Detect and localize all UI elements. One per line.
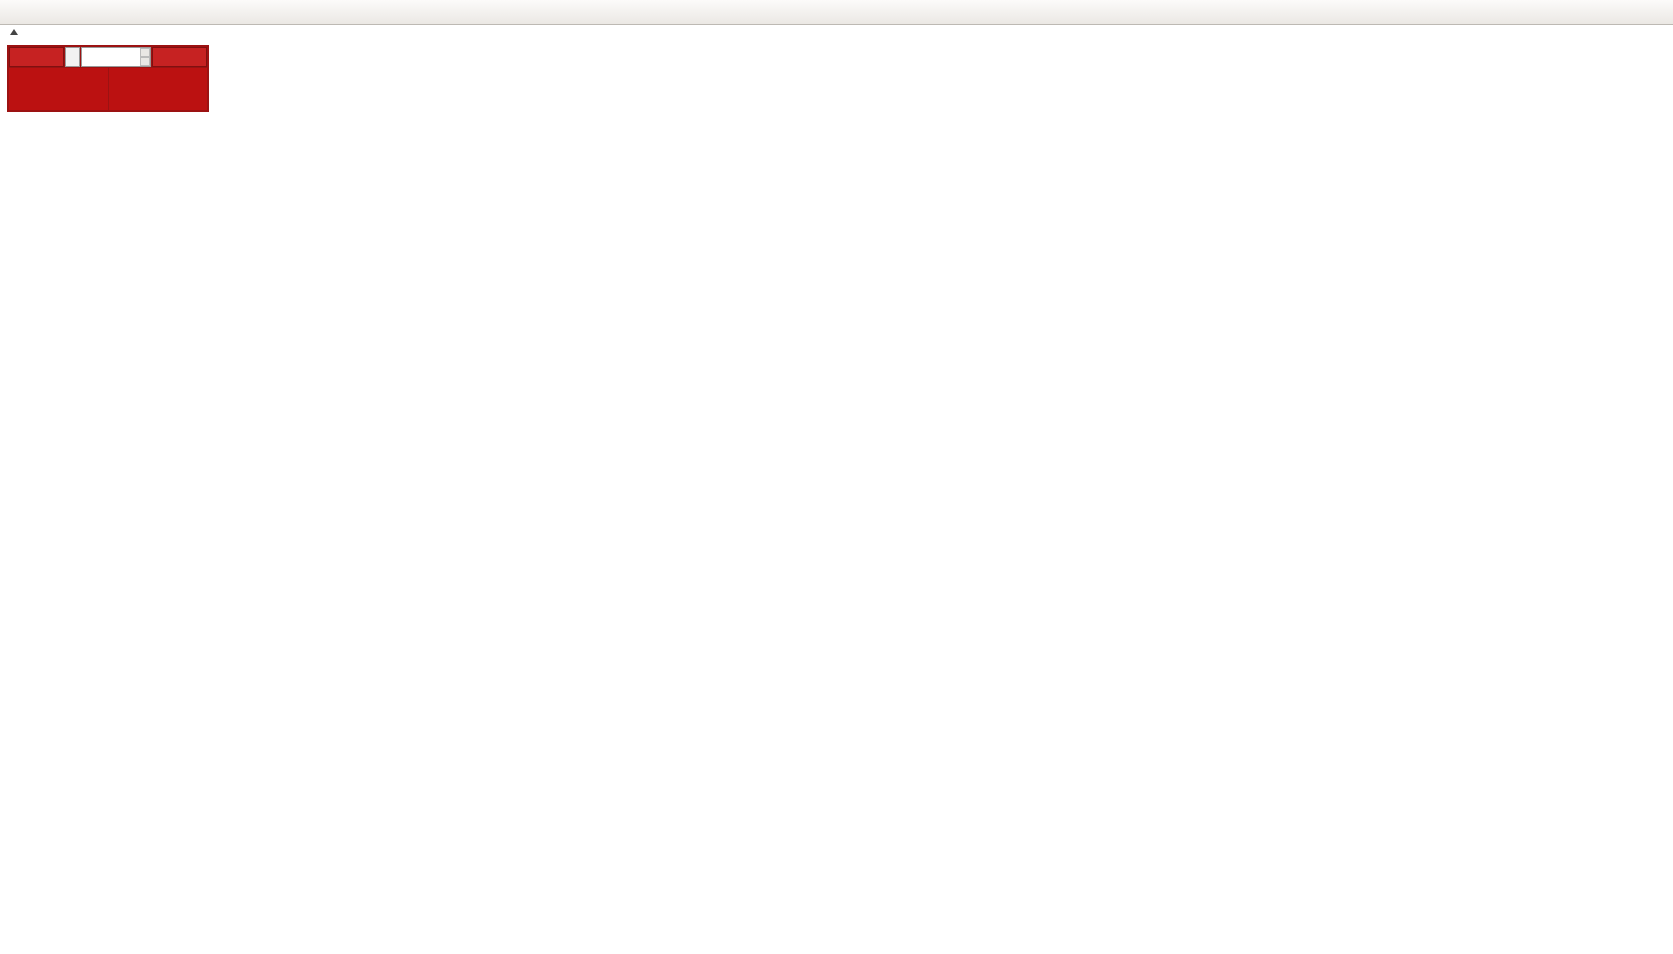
- volume-dropdown-button[interactable]: [65, 47, 80, 67]
- buy-price-display[interactable]: [108, 68, 207, 110]
- chart-symbol-ohlc: [10, 29, 22, 35]
- time-scale[interactable]: [0, 867, 1525, 890]
- sell-button[interactable]: [9, 47, 64, 67]
- volume-down-button[interactable]: [139, 57, 150, 66]
- volume-input[interactable]: [82, 48, 140, 66]
- volume-box: [81, 47, 151, 67]
- one-click-trading-panel: [7, 45, 209, 112]
- volume-up-button[interactable]: [139, 48, 150, 57]
- buy-button[interactable]: [152, 47, 207, 67]
- sell-price-display[interactable]: [9, 68, 108, 110]
- symbol-marker-icon: [10, 29, 18, 35]
- price-scale[interactable]: [1525, 26, 1673, 890]
- toolbar: [0, 0, 1673, 25]
